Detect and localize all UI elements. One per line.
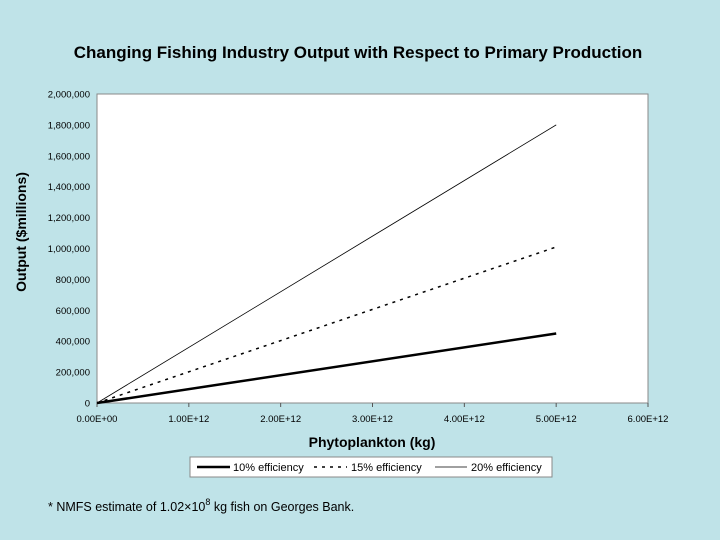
y-tick-label: 200,000 (56, 368, 90, 379)
legend-box (189, 456, 553, 478)
footnote: * NMFS estimate of 1.02×108 kg fish on G… (48, 497, 354, 514)
footnote-after: kg fish on Georges Bank. (210, 500, 354, 514)
plot-area (96, 93, 649, 404)
x-tick-label: 6.00E+12 (628, 414, 669, 425)
chart-title: Changing Fishing Industry Output with Re… (74, 43, 643, 62)
x-tick-label: 4.00E+12 (444, 414, 485, 425)
x-tick-label: 3.00E+12 (352, 414, 393, 425)
y-tick-labels: 0 200,000 400,000 600,000 800,000 1,000,000 1,… (48, 90, 90, 410)
y-tick-label: 400,000 (56, 337, 90, 348)
x-axis-title: Phytoplankton (kg) (309, 434, 436, 450)
legend-label-15: 15% efficiency (351, 462, 422, 474)
series-line-1 (96, 332, 557, 405)
x-tick-labels: 0.00E+00 1.00E+12 2.00E+12 3.00E+12 4.00E+12… (77, 414, 669, 425)
legend-label-20: 20% efficiency (471, 462, 542, 474)
footnote-exponent: 8 (205, 497, 210, 507)
series-line-2 (96, 246, 557, 404)
y-tick-label: 800,000 (56, 275, 90, 286)
y-tick-label: 600,000 (56, 306, 90, 317)
footnote-times: × (184, 500, 191, 514)
x-tick-label: 1.00E+12 (168, 414, 209, 425)
x-tick-label: 5.00E+12 (536, 414, 577, 425)
y-tick-label: 1,000,000 (48, 244, 90, 255)
x-tick-marks (96, 403, 649, 407)
y-tick-label: 2,000,000 (48, 90, 90, 101)
y-tick-label: 1,600,000 (48, 151, 90, 162)
x-tick-label: 0.00E+00 (77, 414, 118, 425)
legend-label-10: 10% efficiency (233, 462, 304, 474)
y-axis-title: Output ($millions) (13, 172, 29, 292)
footnote-base: 10 (191, 500, 205, 514)
y-tick-label: 0 (85, 399, 90, 410)
footnote-before: * NMFS estimate of 1.02 (48, 500, 184, 514)
series-lines (96, 124, 557, 405)
y-tick-label: 1,400,000 (48, 182, 90, 193)
x-tick-label: 2.00E+12 (260, 414, 301, 425)
series-line-3 (96, 124, 557, 404)
legend: 10% efficiency 15% efficiency 20% effici… (189, 456, 553, 478)
y-tick-label: 1,800,000 (48, 120, 90, 131)
y-tick-label: 1,200,000 (48, 213, 90, 224)
